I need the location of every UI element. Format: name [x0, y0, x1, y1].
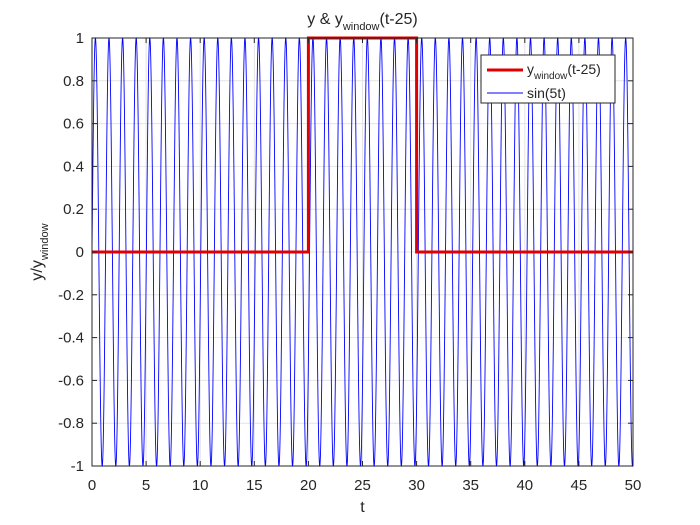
x-tick-label: 50 [625, 477, 642, 494]
chart-title: y & ywindow(t-25) [307, 11, 417, 33]
y-tick-label: -0.2 [58, 287, 84, 304]
x-tick-label: 45 [571, 477, 588, 494]
y-tick-label: 0.6 [63, 116, 84, 133]
x-tick-label: 35 [462, 477, 479, 494]
ticks: 0 5 10 15 20 25 30 35 40 45 50 -1 -0.8 -0.6 -0.4 -0.2 0 0… [58, 30, 641, 494]
legend-entry-window: ywindow(t-25) [527, 61, 601, 82]
y-axis-label: y/ywindow [29, 223, 51, 280]
x-tick-label: 20 [300, 477, 317, 494]
y-tick-label: 1 [76, 30, 84, 47]
x-tick-label: 15 [246, 477, 263, 494]
x-tick-label: 30 [408, 477, 425, 494]
x-tick-label: 25 [354, 477, 371, 494]
x-tick-label: 0 [88, 477, 96, 494]
x-axis-label: t [360, 499, 365, 516]
y-tick-label: -0.8 [58, 415, 84, 432]
legend: ywindow(t-25) sin(5t) [480, 54, 616, 104]
x-tick-label: 40 [516, 477, 533, 494]
y-tick-label: 0.8 [63, 73, 84, 90]
legend-entry-sine: sin(5t) [527, 85, 566, 101]
y-tick-label: -0.6 [58, 372, 84, 389]
legend-box [480, 54, 616, 104]
y-tick-label: 0 [76, 244, 84, 261]
x-tick-label: 10 [192, 477, 209, 494]
y-tick-label: 0.4 [63, 158, 84, 175]
y-tick-label: 0.2 [63, 201, 84, 218]
y-tick-label: -1 [71, 458, 84, 475]
y-tick-label: -0.4 [58, 330, 84, 347]
x-tick-label: 5 [142, 477, 150, 494]
